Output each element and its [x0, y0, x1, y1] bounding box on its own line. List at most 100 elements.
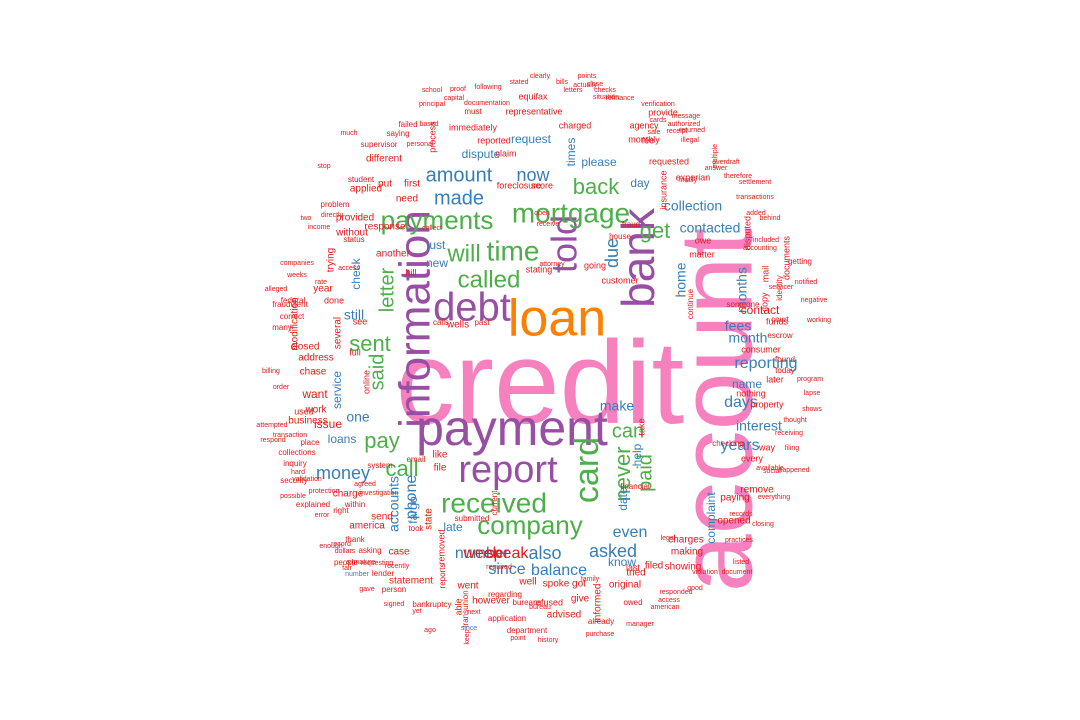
- cloud-word: claim: [495, 148, 516, 158]
- cloud-word: american: [651, 604, 680, 611]
- cloud-word: documentation: [464, 100, 510, 107]
- cloud-word: last: [626, 562, 641, 572]
- cloud-word: past: [474, 318, 490, 327]
- cloud-word: response: [364, 222, 406, 233]
- cloud-word: year: [313, 284, 333, 295]
- cloud-word: actually: [573, 82, 597, 89]
- cloud-word: file: [434, 463, 447, 474]
- cloud-word: owe: [695, 235, 712, 245]
- cloud-word: inquiry: [283, 459, 307, 468]
- cloud-word: much: [340, 130, 357, 137]
- cloud-word: cards: [649, 117, 667, 124]
- cloud-word: took: [408, 524, 424, 533]
- cloud-word: like: [432, 450, 447, 461]
- cloud-word: never: [610, 446, 635, 501]
- cloud-word: illegal: [681, 137, 699, 144]
- cloud-word: week: [462, 545, 501, 562]
- cloud-word: company: [477, 510, 583, 540]
- cloud-word: personal: [407, 141, 434, 148]
- cloud-word: documents: [781, 235, 791, 280]
- cloud-word: different: [366, 154, 402, 165]
- cloud-word: access: [658, 597, 680, 604]
- cloud-word: attorney: [539, 261, 565, 268]
- cloud-word: issue: [314, 417, 342, 431]
- cloud-word: help: [630, 443, 644, 466]
- cloud-word: purchase: [586, 631, 615, 638]
- cloud-word: call: [385, 456, 418, 481]
- cloud-word: submitted: [455, 514, 490, 523]
- cloud-word: make: [600, 398, 634, 414]
- cloud-word: listed: [733, 559, 749, 566]
- cloud-word: clearly: [530, 73, 551, 80]
- cloud-word: proof: [450, 86, 466, 93]
- cloud-word: transunion: [461, 590, 470, 627]
- cloud-word: many: [272, 323, 292, 332]
- cloud-word: way: [758, 442, 776, 452]
- cloud-word: required: [486, 564, 512, 571]
- cloud-word: returned: [679, 127, 705, 134]
- cloud-word: document: [722, 569, 753, 576]
- cloud-word: several: [333, 317, 344, 349]
- cloud-word: customer: [601, 275, 638, 285]
- cloud-word: ago: [424, 627, 436, 634]
- cloud-word: receipt: [666, 128, 687, 135]
- cloud-word: must: [464, 107, 482, 116]
- cloud-word: check: [349, 257, 363, 289]
- cloud-word: payment: [416, 400, 608, 456]
- cloud-word: people: [334, 558, 359, 567]
- cloud-word: pay: [364, 428, 399, 453]
- cloud-word: protection: [309, 488, 340, 495]
- cloud-word: please: [581, 155, 617, 169]
- cloud-word: possible: [280, 493, 306, 500]
- cloud-word: money: [316, 463, 370, 483]
- cloud-word: informed: [593, 584, 604, 623]
- cloud-word: therefore: [724, 173, 752, 180]
- cloud-word: failed: [398, 120, 417, 129]
- cloud-word: provided: [336, 213, 374, 224]
- cloud-word: card: [568, 437, 606, 503]
- cloud-word: america: [349, 521, 385, 532]
- cloud-word: getting: [788, 257, 812, 266]
- cloud-word: home: [673, 262, 689, 297]
- cloud-word: signature: [347, 559, 376, 566]
- cloud-word: months: [734, 267, 750, 313]
- cloud-word: finally: [679, 177, 697, 184]
- cloud-word: charges: [668, 535, 704, 546]
- cloud-word: requesting: [361, 560, 394, 567]
- cloud-word: yet: [412, 608, 421, 615]
- cloud-word: service: [330, 371, 344, 409]
- cloud-word: rate: [315, 279, 327, 286]
- cloud-word: social: [763, 468, 781, 475]
- cloud-word: overdraft: [712, 159, 740, 166]
- cloud-word: thank: [345, 535, 366, 544]
- cloud-word: principal: [419, 101, 446, 108]
- cloud-word: letter: [376, 267, 398, 312]
- cloud-word: weeks: [286, 272, 307, 279]
- cloud-word: report: [458, 449, 558, 491]
- cloud-word: good: [687, 585, 703, 592]
- cloud-word: fees: [725, 318, 751, 334]
- cloud-word: two: [301, 215, 312, 222]
- cloud-word: within: [344, 500, 365, 509]
- cloud-word: collection: [664, 198, 722, 214]
- cloud-word: another: [376, 249, 411, 260]
- cloud-word: received: [441, 487, 547, 518]
- cloud-word: credit: [396, 317, 685, 449]
- cloud-word: matter: [689, 249, 715, 259]
- cloud-word: refused: [533, 597, 563, 607]
- cloud-word: responded: [659, 589, 692, 596]
- cloud-word: current: [490, 490, 499, 516]
- cloud-word: interest: [736, 418, 782, 434]
- cloud-word: capital: [444, 95, 465, 102]
- cloud-word: enough: [319, 543, 342, 550]
- cloud-word: next: [467, 609, 480, 616]
- cloud-word: dollars: [335, 548, 356, 555]
- cloud-word: new: [426, 256, 448, 270]
- cloud-word: hard: [291, 469, 305, 476]
- cloud-word: statement: [389, 576, 433, 587]
- cloud-word: told: [544, 215, 585, 273]
- cloud-word: said: [366, 354, 388, 391]
- cloud-word: agency: [629, 120, 659, 130]
- cloud-word: opened: [717, 516, 750, 527]
- cloud-word: original: [609, 580, 641, 591]
